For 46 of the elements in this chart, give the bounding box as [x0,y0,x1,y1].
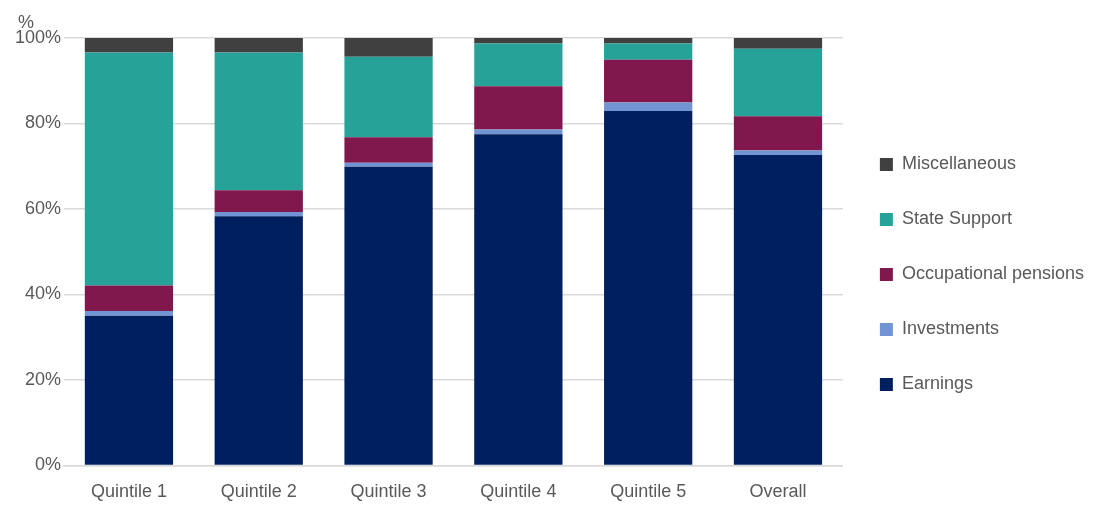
x-tick-label: Quintile 3 [350,481,427,502]
legend-label: State Support [901,208,1012,229]
bar [733,116,823,151]
bar [733,38,823,49]
bar [214,216,303,465]
bar [344,166,433,465]
legend-label: Investments [901,318,999,339]
bar [604,102,693,112]
y-tick-label: 40% [25,283,62,304]
bar [214,38,303,53]
bar [344,162,433,167]
bar [214,211,303,217]
bar [84,315,174,465]
bar [474,38,563,44]
bar [604,43,693,60]
bar [733,48,823,117]
bar [84,311,174,316]
bar [474,129,563,135]
bar [214,52,303,191]
y-tick-label: 60% [25,197,62,218]
legend-label: Occupational pensions [901,263,1085,284]
y-tick-label: 20% [25,368,62,389]
y-tick-label: 0% [35,454,62,475]
bar [214,190,303,212]
legend-label: Miscellaneous [901,153,1016,174]
x-tick-label: Quintile 1 [90,481,167,502]
bar [474,86,563,130]
bar [84,52,174,286]
bar [604,38,693,44]
y-tick-label: 80% [25,112,62,133]
bar [733,150,823,156]
x-tick-label: Quintile 2 [220,481,297,502]
bar [344,38,433,57]
legend-label: Earnings [901,373,973,394]
bar [733,155,823,465]
bar [604,111,693,465]
bar [604,59,693,103]
bar [474,43,563,87]
x-tick-label: Quintile 4 [480,481,557,502]
x-tick-label: Quintile 5 [610,481,687,502]
bar [84,38,174,53]
bar [84,285,174,312]
bar [344,137,433,163]
bar [344,56,433,138]
bar [474,134,563,465]
x-tick-label: Overall [749,481,807,502]
